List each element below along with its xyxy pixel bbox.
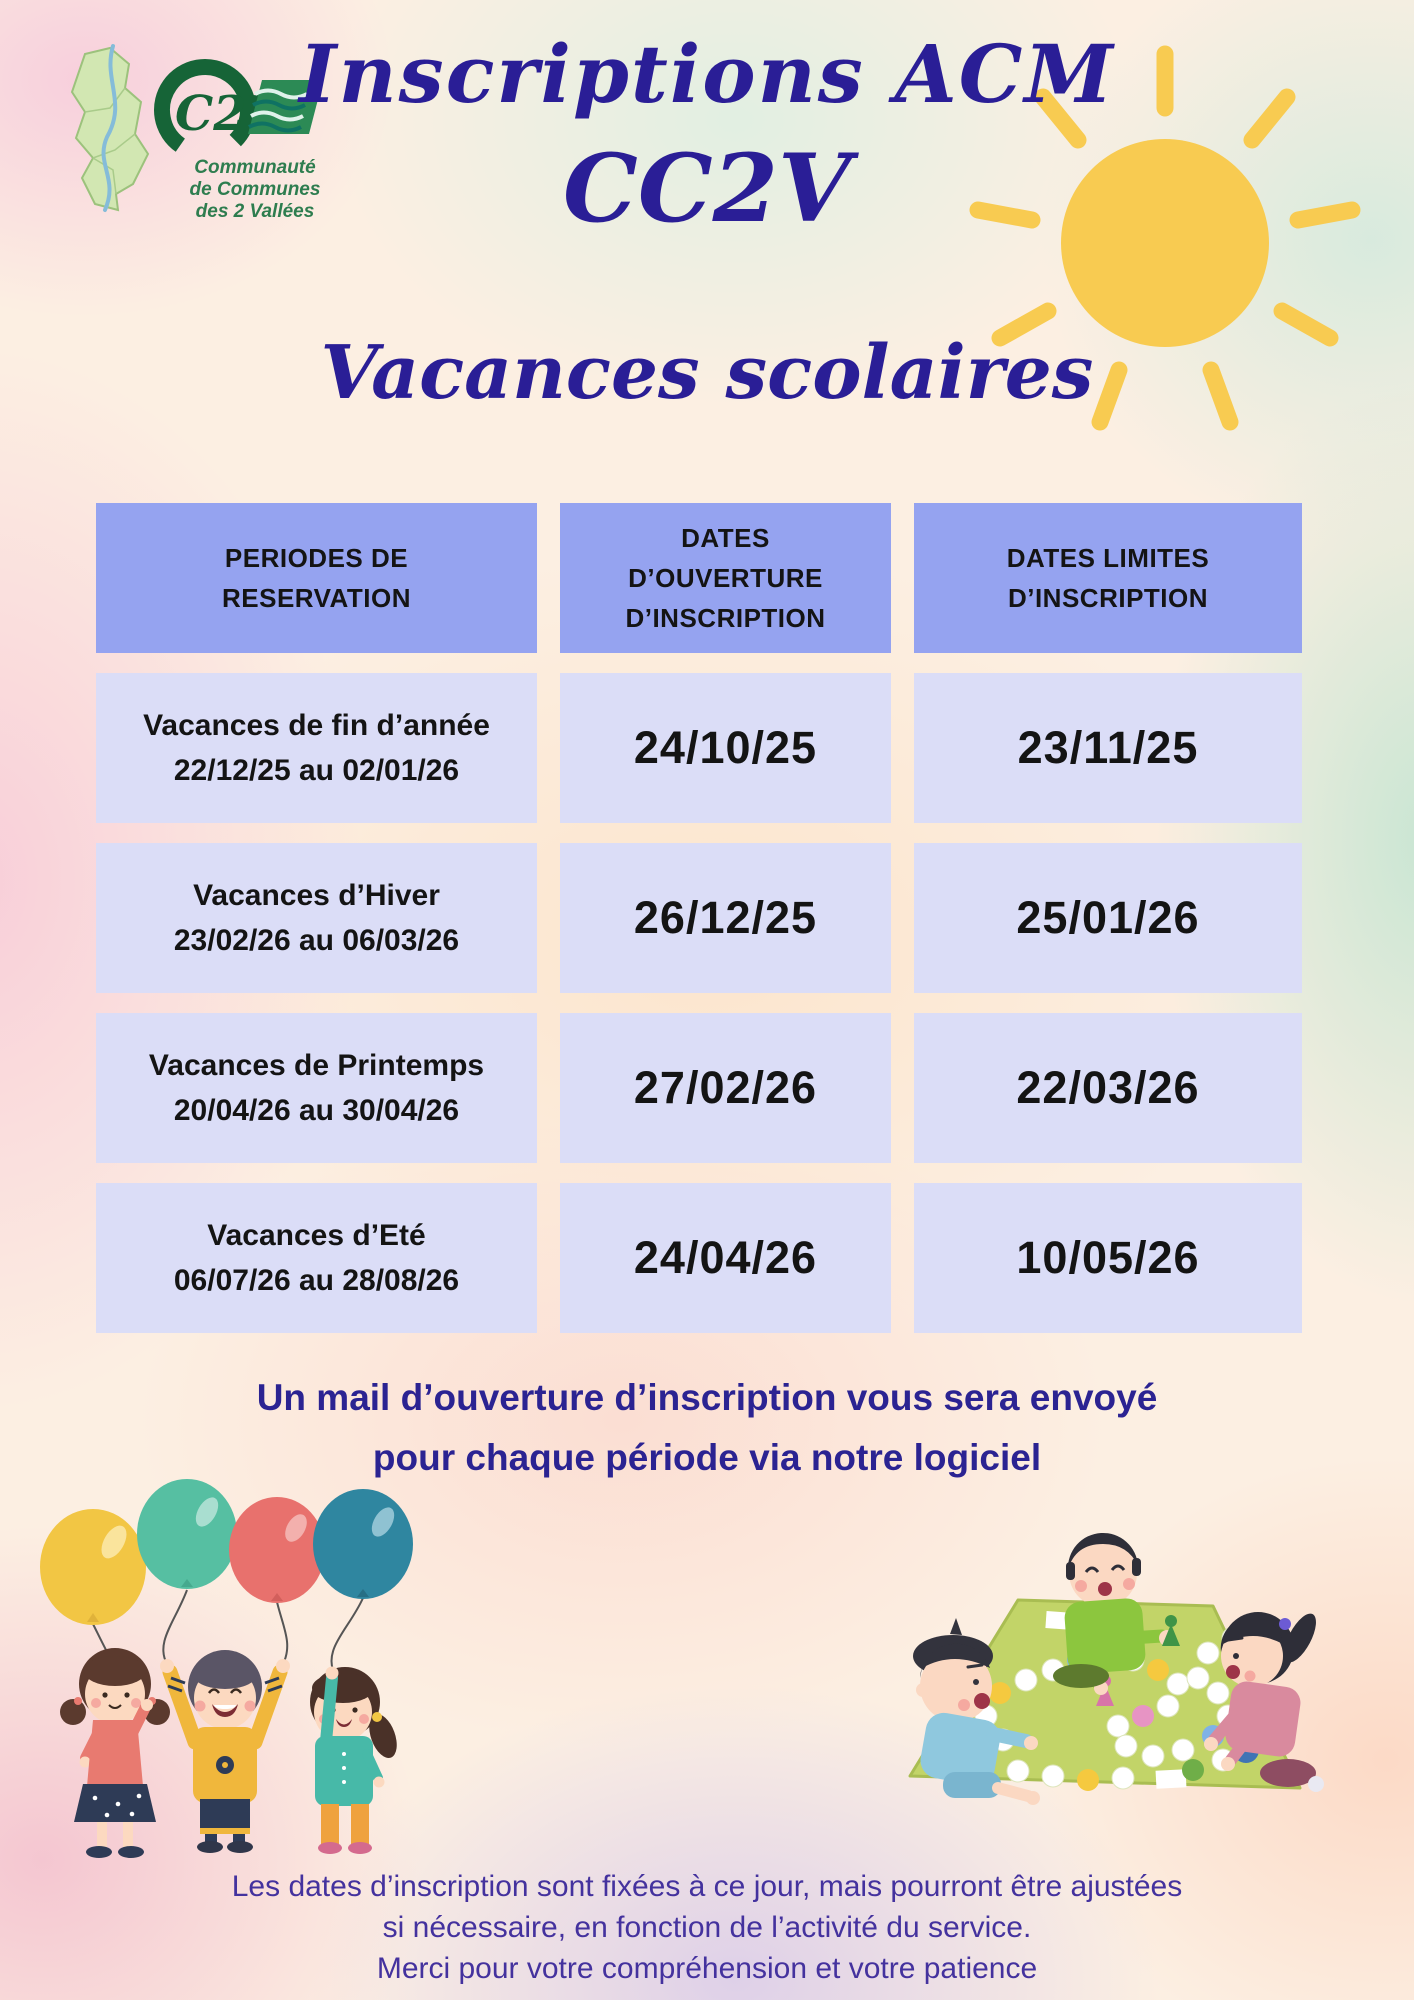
baby-left (913, 1618, 1040, 1805)
logo-subtitle-line: des 2 Vallées (195, 200, 315, 222)
page-title-cc2v: CC2V (563, 134, 851, 244)
footer-line: Merci pour votre compréhension et votre … (376, 1952, 1038, 1986)
notice-line: Un mail d’ouverture d’inscription vous s… (256, 1377, 1158, 1418)
deadline-date: 23/11/25 (914, 673, 1302, 823)
footer-line: si nécessaire, en fonction de l’activité… (382, 1911, 1032, 1945)
logo-subtitle: Communauté de Communes des 2 Vallées (150, 157, 360, 223)
page-subtitle: Vacances scolaires (320, 330, 1094, 416)
logo-waves (248, 80, 323, 134)
opening-date: 24/10/25 (560, 673, 891, 823)
logo-subtitle-line: Communauté (194, 157, 316, 178)
balloons (40, 1479, 413, 1705)
footer-note: Les dates d’inscription sont fixées à ce… (0, 1866, 1414, 1989)
girl-right (310, 1666, 397, 1854)
girl-right (1204, 1612, 1324, 1792)
kids-boardgame-illustration (908, 1532, 1324, 1805)
girl-left (60, 1648, 170, 1858)
boy-center (160, 1650, 290, 1853)
column-header-opening: DATES D’OUVERTURE D’INSCRIPTION (560, 503, 891, 653)
period-name: Vacances d’Eté (207, 1219, 426, 1252)
cc2v-logo: C2V Communauté de Communes des 2 Vallées (55, 42, 335, 237)
period-dates: 22/12/25 au 02/01/26 (173, 754, 460, 787)
table-row-period: Vacances de Printemps 20/04/26 au 30/04/… (96, 1013, 537, 1163)
deadline-date: 22/03/26 (914, 1013, 1302, 1163)
period-name: Vacances de Printemps (148, 1049, 485, 1082)
period-dates: 06/07/26 au 28/08/26 (173, 1264, 460, 1297)
period-name: Vacances d’Hiver (193, 879, 440, 912)
period-dates: 20/04/26 au 30/04/26 (173, 1094, 460, 1127)
page-title: Inscriptions ACM (299, 27, 1115, 121)
opening-date: 26/12/25 (560, 843, 891, 993)
sun-icon (969, 45, 1361, 431)
kids-balloons-illustration (40, 1479, 413, 1858)
deadline-date: 10/05/26 (914, 1183, 1302, 1333)
column-header-deadline: DATES LIMITES D’INSCRIPTION (914, 503, 1302, 653)
period-dates: 23/02/26 au 06/03/26 (173, 924, 460, 957)
table-row-period: Vacances d’Hiver 23/02/26 au 06/03/26 (96, 843, 537, 993)
boy-top (1053, 1532, 1180, 1695)
opening-date: 27/02/26 (560, 1013, 891, 1163)
notice-line: pour chaque période via notre logiciel (372, 1436, 1042, 1478)
deadline-date: 25/01/26 (914, 843, 1302, 993)
logo-map (70, 44, 150, 212)
schedule-table: PERIODES DE RESERVATION DATES D’OUVERTUR… (96, 503, 1302, 1333)
table-row-period: Vacances d’Eté 06/07/26 au 28/08/26 (96, 1183, 537, 1333)
title-block: Inscriptions ACM CC2V (0, 34, 1414, 236)
cc2v-logo-graphic: C2V (70, 44, 323, 212)
period-name: Vacances de fin d’année (143, 709, 490, 742)
column-header-periods: PERIODES DE RESERVATION (96, 503, 537, 653)
footer-line: Les dates d’inscription sont fixées à ce… (231, 1870, 1183, 1903)
notice: Un mail d’ouverture d’inscription vous s… (0, 1368, 1414, 1488)
logo-subtitle-line: de Communes (189, 178, 321, 200)
opening-date: 24/04/26 (560, 1183, 891, 1333)
table-row-period: Vacances de fin d’année 22/12/25 au 02/0… (96, 673, 537, 823)
